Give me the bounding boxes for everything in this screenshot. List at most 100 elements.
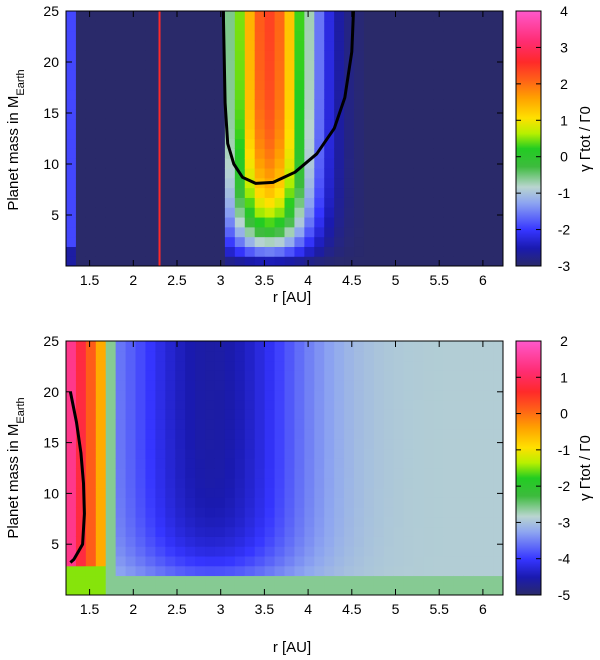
- heatmap-cell: [85, 516, 97, 528]
- heatmap-cell: [304, 11, 315, 22]
- heatmap-cell: [423, 50, 435, 61]
- heatmap-cell: [195, 167, 206, 179]
- heatmap-cell: [403, 555, 415, 567]
- heatmap-cell: [135, 380, 147, 391]
- heatmap-cell: [284, 60, 296, 71]
- heatmap-cell: [274, 20, 286, 32]
- heatmap-cell: [135, 60, 147, 71]
- heatmap-cell: [403, 448, 415, 459]
- heatmap-cell: [155, 409, 166, 420]
- heatmap-cell: [195, 575, 206, 586]
- heatmap-cell: [423, 187, 435, 198]
- heatmap-cell: [234, 458, 246, 469]
- heatmap-cell: [324, 585, 335, 595]
- heatmap-cell: [224, 575, 236, 586]
- heatmap-cell: [125, 507, 137, 518]
- heatmap-cell: [66, 409, 77, 420]
- heatmap-cell: [155, 487, 166, 498]
- heatmap-cell: [413, 487, 425, 498]
- heatmap-cell: [443, 187, 454, 198]
- heatmap-cell: [66, 236, 77, 247]
- heatmap-cell: [294, 187, 305, 198]
- heatmap-cell: [254, 409, 266, 420]
- heatmap-cell: [493, 360, 503, 371]
- heatmap-cell: [433, 79, 445, 91]
- heatmap-cell: [66, 148, 77, 159]
- heatmap-cell: [284, 138, 296, 149]
- heatmap-cell: [165, 428, 176, 440]
- heatmap-cell: [423, 497, 435, 508]
- heatmap-cell: [443, 585, 454, 595]
- heatmap-cell: [483, 118, 494, 130]
- heatmap-cell: [175, 497, 186, 508]
- heatmap-cell: [66, 428, 77, 440]
- heatmap-cell: [195, 487, 206, 498]
- heatmap-cell: [304, 438, 315, 450]
- heatmap-cell: [115, 30, 127, 42]
- heatmap-cell: [205, 109, 216, 120]
- heatmap-cell: [145, 380, 156, 391]
- heatmap-cell: [383, 399, 395, 410]
- heatmap-cell: [145, 138, 156, 149]
- heatmap-cell: [294, 158, 305, 169]
- heatmap-cell: [234, 575, 246, 586]
- heatmap-cell: [393, 555, 405, 567]
- heatmap-cell: [363, 516, 375, 528]
- heatmap-cell: [363, 30, 375, 42]
- heatmap-cell: [195, 380, 206, 391]
- heatmap-cell: [254, 30, 266, 42]
- heatmap-cell: [125, 177, 137, 189]
- heatmap-cell: [95, 516, 107, 528]
- heatmap-cell: [423, 526, 435, 537]
- heatmap-cell: [105, 89, 117, 100]
- heatmap-cell: [205, 389, 216, 401]
- heatmap-cell: [393, 246, 405, 257]
- heatmap-cell: [244, 409, 256, 420]
- heatmap-cell: [304, 487, 315, 498]
- heatmap-cell: [383, 216, 395, 228]
- heatmap-cell: [363, 79, 375, 91]
- heatmap-cell: [284, 187, 296, 198]
- heatmap-cell: [254, 370, 266, 381]
- heatmap-cell: [175, 516, 186, 528]
- heatmap-cell: [473, 11, 484, 22]
- heatmap-cell: [185, 20, 196, 32]
- heatmap-cell: [483, 60, 494, 71]
- heatmap-cell: [443, 468, 454, 479]
- heatmap-cell: [214, 360, 226, 371]
- heatmap-cell: [363, 370, 375, 381]
- heatmap-cell: [363, 458, 375, 469]
- heatmap-cell: [145, 399, 156, 410]
- heatmap-cell: [344, 399, 355, 410]
- heatmap-cell: [175, 546, 186, 557]
- heatmap-cell: [135, 536, 147, 547]
- heatmap-cell: [254, 428, 266, 440]
- heatmap-cell: [195, 207, 206, 218]
- bottom-colorbar-ticks: 210-1-2-3-4-5: [516, 333, 570, 603]
- heatmap-cell: [324, 11, 335, 22]
- heatmap-cell: [145, 546, 156, 557]
- heatmap-cell: [195, 79, 206, 91]
- top-overlays: [158, 11, 355, 266]
- heatmap-cell: [393, 236, 405, 247]
- heatmap-cell: [145, 487, 156, 498]
- heatmap-cell: [463, 507, 474, 518]
- heatmap-cell: [393, 50, 405, 61]
- heatmap-cell: [165, 79, 176, 91]
- heatmap-cell: [473, 148, 484, 159]
- heatmap-cell: [224, 236, 236, 247]
- heatmap-cell: [314, 380, 325, 391]
- heatmap-cell: [125, 79, 137, 91]
- heatmap-cell: [354, 536, 365, 547]
- heatmap-cell: [155, 389, 166, 401]
- heatmap-cell: [274, 50, 286, 61]
- heatmap-cell: [413, 468, 425, 479]
- heatmap-cell: [274, 468, 286, 479]
- heatmap-cell: [135, 158, 147, 169]
- heatmap-cell: [165, 477, 176, 489]
- heatmap-cell: [334, 11, 345, 22]
- heatmap-cell: [363, 167, 375, 179]
- heatmap-cell: [304, 69, 315, 81]
- heatmap-cell: [234, 99, 246, 110]
- colorbar-tick-label: -4: [558, 551, 571, 567]
